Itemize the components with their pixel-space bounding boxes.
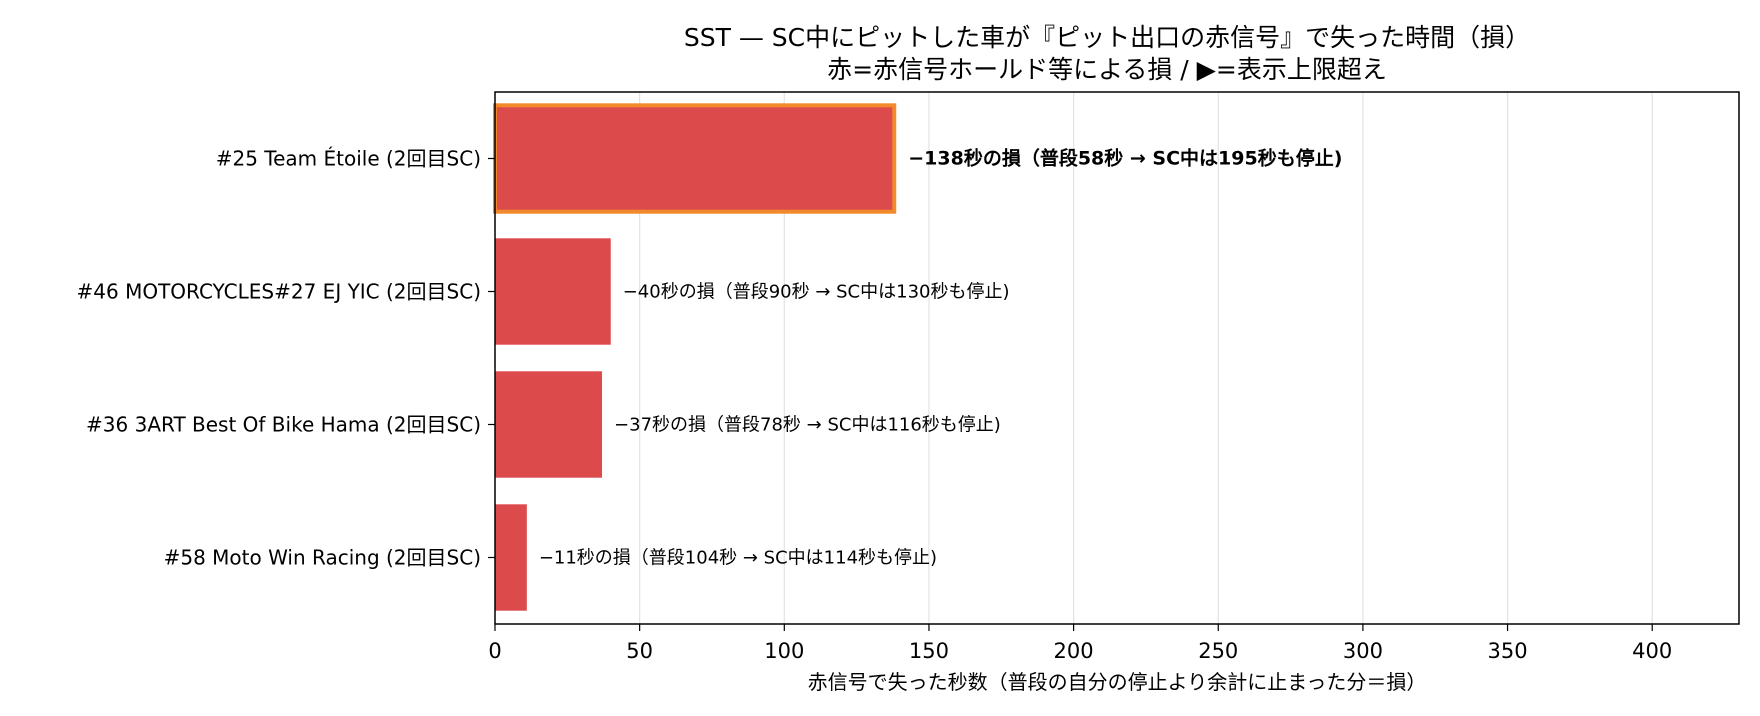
bar-annotation: −40秒の損（普段90秒 → SC中は130秒も停止)	[623, 282, 1010, 303]
bar	[495, 504, 527, 611]
x-tick-label: 300	[1343, 639, 1383, 663]
category-labels: #25 Team Étoile (2回目SC) #46 MOTORCYCLES#2…	[77, 147, 495, 570]
x-tick-label: 150	[909, 639, 949, 663]
bar	[495, 371, 603, 478]
bar-annotation: −37秒の損（普段78秒 → SC中は116秒も停止)	[614, 415, 1001, 436]
bar-annotations: −138秒の損（普段58秒 → SC中は195秒も停止) −40秒の損（普段90秒…	[539, 147, 1343, 569]
bar	[495, 238, 611, 345]
category-label: #58 Moto Win Racing (2回目SC)	[164, 546, 481, 570]
x-tick-label: 350	[1488, 639, 1528, 663]
x-tick-label: 250	[1198, 639, 1238, 663]
x-tick-label: 50	[626, 639, 653, 663]
bar-annotation: −138秒の損（普段58秒 → SC中は195秒も停止)	[908, 147, 1342, 170]
x-tick-label: 100	[764, 639, 804, 663]
category-label: #25 Team Étoile (2回目SC)	[216, 147, 481, 171]
chart-title: SST — SC中にピットした車が『ピット出口の赤信号』で失った時間（損）	[684, 23, 1530, 52]
category-label: #36 3ART Best Of Bike Hama (2回目SC)	[86, 413, 481, 437]
x-tick-label: 200	[1054, 639, 1094, 663]
bar-annotation: −11秒の損（普段104秒 → SC中は114秒も停止)	[539, 548, 937, 569]
x-axis-title: 赤信号で失った秒数（普段の自分の停止より余計に止まった分＝損）	[808, 670, 1427, 694]
chart-subtitle: 赤=赤信号ホールド等による損 / ▶=表示上限超え	[827, 55, 1387, 84]
x-tick-label: 400	[1632, 639, 1672, 663]
x-tick-label: 0	[488, 639, 501, 663]
x-axis-ticks: 0 50 100 150 200 250 300 350 400	[488, 624, 1672, 663]
bar	[493, 103, 897, 214]
plot-frame	[494, 91, 1740, 625]
category-label: #46 MOTORCYCLES#27 EJ YIC (2回目SC)	[77, 280, 481, 304]
bars	[493, 103, 897, 611]
